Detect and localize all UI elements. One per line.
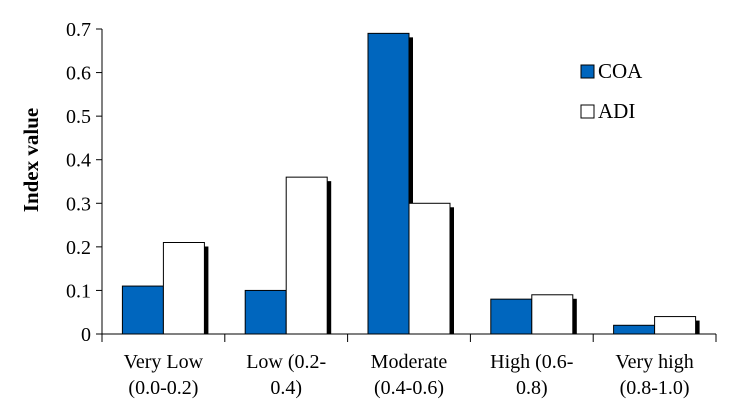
- bar-adi: [531, 294, 574, 335]
- y-tick-label: 0.3: [66, 193, 91, 215]
- y-axis-title: Index value: [19, 108, 43, 212]
- legend-swatch: [580, 104, 595, 119]
- bar-coa: [613, 324, 656, 335]
- category-label: Low (0.2-0.4): [246, 351, 326, 399]
- category-label: High (0.6-0.8): [490, 351, 573, 399]
- y-tick-label: 0.1: [66, 280, 91, 302]
- y-axis: 0 0.1 0.2 0.3 0.4 0.5 0.6 0.7: [66, 19, 103, 346]
- y-tick-label: 0.4: [66, 150, 91, 172]
- bar-coa: [490, 298, 533, 335]
- y-tick-label: 0.6: [66, 63, 91, 85]
- bar-adi: [654, 316, 697, 335]
- bar-series: [121, 32, 700, 335]
- category-label: Moderate (0.4-0.6): [371, 351, 448, 399]
- x-axis: Very Low (0.0-0.2) Low (0.2-0.4) Moderate (0…: [101, 333, 717, 399]
- bar-coa: [367, 32, 410, 335]
- legend-swatch: [580, 64, 595, 79]
- legend-label: COA: [598, 59, 643, 83]
- y-tick-label: 0: [81, 324, 91, 346]
- bar-adi: [285, 176, 328, 335]
- category-label: Very high (0.8-1.0): [615, 351, 693, 399]
- legend-label: ADI: [598, 99, 635, 123]
- bar-adi: [408, 202, 451, 335]
- legend: COA ADI: [580, 59, 643, 123]
- y-tick-label: 0.7: [66, 19, 91, 41]
- category-label: Very Low (0.0-0.2): [124, 351, 204, 399]
- y-tick-label: 0.2: [66, 237, 91, 259]
- bar-adi: [162, 242, 205, 335]
- bar-coa: [121, 285, 164, 335]
- bar-coa: [244, 289, 287, 335]
- y-tick-label: 0.5: [66, 106, 91, 128]
